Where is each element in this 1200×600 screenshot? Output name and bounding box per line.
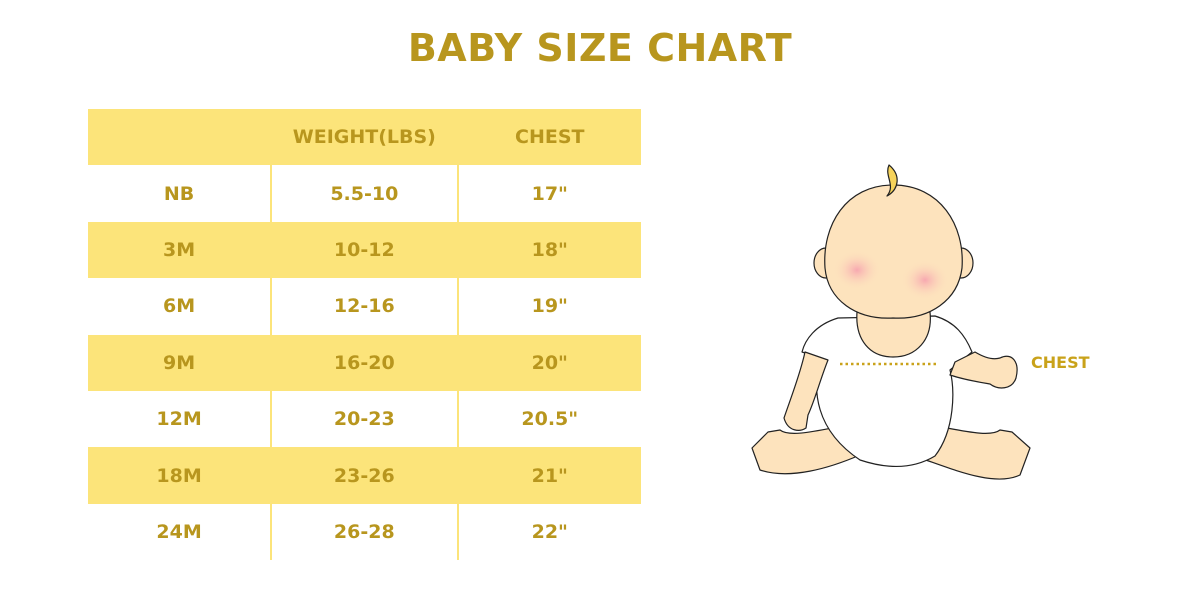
page-title: BABY SIZE CHART xyxy=(407,26,793,70)
left-arm xyxy=(783,351,829,431)
head xyxy=(824,184,963,319)
table-row: 24M 26-28 22" xyxy=(88,503,641,561)
size-cell: 6M xyxy=(162,295,196,318)
size-cell: 3M xyxy=(88,221,272,279)
neck xyxy=(856,311,931,358)
weight-cell: 26-28 xyxy=(270,503,459,561)
weight-cell: 20-23 xyxy=(270,390,459,448)
size-table: WEIGHT(LBS) CHEST NB 5.5-10 17" 3M 10-12… xyxy=(88,109,641,561)
size-cell: 24M xyxy=(156,520,202,543)
chest-cell: 22" xyxy=(531,520,568,543)
chest-cell: 17" xyxy=(531,182,568,205)
table-row: 6M 12-16 19" xyxy=(88,278,641,335)
shirt xyxy=(801,315,973,467)
chest-cell: 20" xyxy=(457,334,641,391)
right-arm xyxy=(949,351,1018,389)
header-chest: CHEST xyxy=(457,109,641,166)
chest-cell: 19" xyxy=(531,295,568,318)
right-leg xyxy=(919,424,1031,480)
chest-cell: 21" xyxy=(457,447,641,504)
left-leg xyxy=(751,424,861,475)
table-row: 12M 20-23 20.5" xyxy=(88,390,641,448)
size-cell: 18M xyxy=(88,447,272,504)
weight-cell: 23-26 xyxy=(270,447,459,504)
table-row: 3M 10-12 18" xyxy=(88,221,641,279)
table-row: 18M 23-26 21" xyxy=(88,447,641,504)
table-row: NB 5.5-10 17" xyxy=(88,165,641,222)
header-weight: WEIGHT(LBS) xyxy=(270,109,459,166)
header-size xyxy=(88,109,272,166)
table-row: 9M 16-20 20" xyxy=(88,334,641,391)
chest-cell: 20.5" xyxy=(521,408,579,431)
chest-cell: 18" xyxy=(457,221,641,279)
chest-label: CHEST xyxy=(1031,353,1090,372)
size-cell: 12M xyxy=(156,408,202,431)
weight-cell: 10-12 xyxy=(270,221,459,279)
weight-cell: 16-20 xyxy=(270,334,459,391)
size-cell: NB xyxy=(163,182,195,205)
hair xyxy=(886,164,898,197)
weight-cell: 5.5-10 xyxy=(270,165,459,222)
size-cell: 9M xyxy=(88,334,272,391)
table-header-row: WEIGHT(LBS) CHEST xyxy=(88,109,641,166)
weight-cell: 12-16 xyxy=(270,278,459,335)
